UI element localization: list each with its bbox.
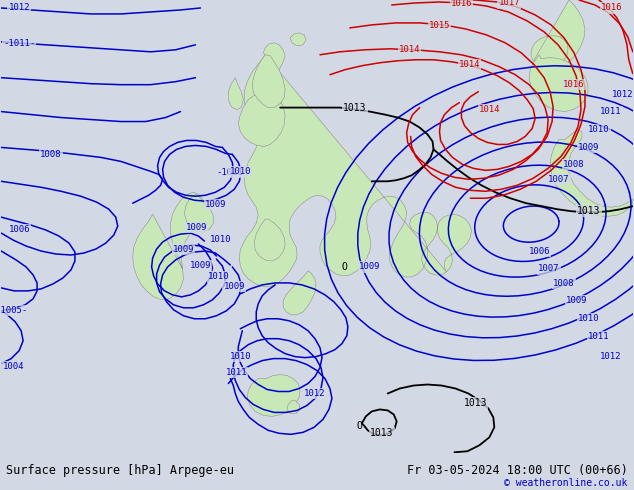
Text: 1009: 1009	[566, 296, 588, 305]
Polygon shape	[254, 219, 285, 261]
Text: 1013: 1013	[577, 206, 600, 216]
Text: 1011: 1011	[588, 332, 610, 341]
Polygon shape	[529, 55, 588, 112]
Text: -1011: -1011	[217, 168, 243, 177]
Text: 1012: 1012	[600, 352, 621, 361]
Polygon shape	[228, 78, 243, 110]
Polygon shape	[287, 400, 300, 414]
Polygon shape	[184, 194, 214, 232]
Polygon shape	[238, 43, 285, 147]
Text: Fr 03-05-2024 18:00 UTC (00+66): Fr 03-05-2024 18:00 UTC (00+66)	[407, 464, 628, 477]
Text: Surface pressure [hPa] Arpege-eu: Surface pressure [hPa] Arpege-eu	[6, 464, 235, 477]
Text: 1006: 1006	[8, 224, 30, 234]
Text: 1012: 1012	[304, 389, 326, 398]
Text: 1004: 1004	[3, 362, 24, 371]
Text: 1013: 1013	[370, 428, 394, 439]
Text: O: O	[357, 421, 363, 431]
Text: 1012: 1012	[8, 3, 30, 12]
Text: 1016: 1016	[451, 0, 472, 8]
Text: © weatheronline.co.uk: © weatheronline.co.uk	[504, 478, 628, 488]
Text: -1011-: -1011-	[3, 39, 36, 49]
Text: 1013: 1013	[463, 398, 487, 409]
Text: 1008: 1008	[553, 279, 575, 289]
Text: 1010: 1010	[207, 272, 229, 281]
Polygon shape	[283, 271, 316, 315]
Text: 1011: 1011	[600, 107, 621, 116]
Text: 1009: 1009	[224, 282, 245, 292]
Text: 1010: 1010	[230, 352, 251, 361]
Text: 1017: 1017	[498, 0, 520, 7]
Polygon shape	[550, 129, 633, 216]
Text: 1015: 1015	[429, 22, 450, 30]
Text: 1009: 1009	[190, 262, 211, 270]
Text: 1009: 1009	[173, 245, 194, 253]
Text: 1010: 1010	[578, 314, 600, 323]
Text: 1014: 1014	[458, 60, 480, 69]
Text: -1005-: -1005-	[0, 306, 27, 315]
Text: 1006: 1006	[528, 246, 550, 255]
Text: 1008: 1008	[563, 160, 585, 169]
Text: 1010: 1010	[210, 235, 231, 244]
Text: 1007: 1007	[548, 175, 570, 184]
Text: 1016: 1016	[563, 80, 585, 89]
Text: 1007: 1007	[538, 265, 560, 273]
Polygon shape	[531, 0, 585, 70]
Text: 1013: 1013	[343, 102, 366, 113]
Polygon shape	[133, 192, 204, 300]
Text: O: O	[342, 262, 348, 272]
Text: 1014: 1014	[399, 45, 420, 54]
Text: 1010: 1010	[230, 167, 251, 176]
Text: 1009: 1009	[359, 263, 380, 271]
Text: 1012: 1012	[612, 90, 633, 99]
Polygon shape	[247, 374, 300, 416]
Text: 1009: 1009	[186, 222, 207, 232]
Polygon shape	[252, 55, 285, 108]
Text: 1009: 1009	[205, 200, 226, 209]
Text: 1014: 1014	[479, 105, 500, 114]
Text: 1011: 1011	[226, 368, 247, 377]
Polygon shape	[239, 55, 472, 287]
Text: 1016: 1016	[601, 3, 623, 12]
Polygon shape	[290, 33, 306, 46]
Text: 1009: 1009	[578, 143, 600, 152]
Text: 1010: 1010	[588, 125, 610, 134]
Text: 1008: 1008	[41, 150, 61, 159]
